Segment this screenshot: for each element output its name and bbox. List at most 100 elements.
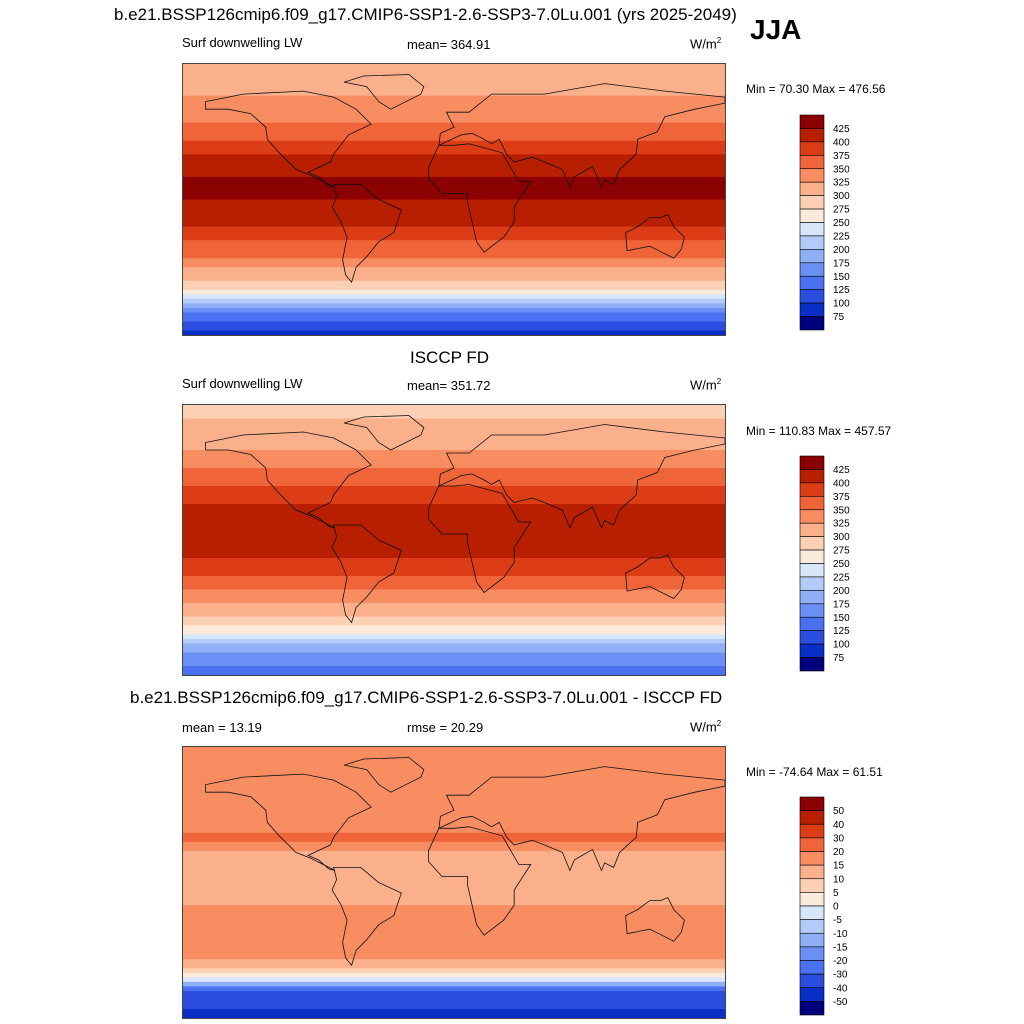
panel2-coastline-1: [331, 524, 402, 624]
panel2-colorbar-tick-label: 150: [833, 613, 850, 624]
panel2-colorbar-tick-label: 225: [833, 572, 850, 583]
panel2-lat-band: [183, 423, 725, 429]
panel2-colorbar-box: [799, 522, 825, 537]
panel2-lat-band: [183, 526, 725, 532]
panel3-units: W/m2: [690, 719, 722, 735]
panel1-lat-band: [183, 73, 725, 79]
panel1-lat-band: [183, 258, 725, 264]
panel1-colorbar-tick-label: 325: [833, 178, 850, 189]
season-label: JJA: [750, 14, 802, 45]
panel3-colorbar-tick-label: 20: [833, 847, 845, 858]
panel3-lat-band: [183, 801, 725, 807]
panel2-lat-band: [183, 477, 725, 483]
panel2-lat-band: [183, 589, 725, 595]
panel3-lat-band: [183, 986, 725, 992]
panel2-colorbar-box: [799, 563, 825, 578]
panel1-lat-band: [183, 100, 725, 106]
panel3-lat-band: [183, 882, 725, 888]
panel3-colorbar-box: [799, 1001, 825, 1016]
panel3-coastline-0: [205, 773, 372, 871]
panel3-lat-band: [183, 877, 725, 884]
panel2-lat-band: [183, 418, 725, 424]
panel3-colorbar-tick-label: 5: [833, 888, 839, 899]
panel1-colorbar-box: [799, 128, 825, 143]
panel2-colorbar-tick-label: 200: [833, 586, 850, 597]
panel3-lat-band: [183, 846, 725, 852]
panel3-colorbar-tick-label: -15: [833, 942, 848, 953]
panel1-lat-band: [183, 267, 725, 273]
panel2-lat-band: [183, 405, 725, 411]
panel2-lat-band: [183, 436, 725, 442]
panel3-title: b.e21.BSSP126cmip6.f09_g17.CMIP6-SSP1-2.…: [130, 688, 723, 707]
panel2-colorbar-box: [799, 657, 825, 672]
panel3-lat-band: [183, 927, 725, 933]
panel3-map: [182, 746, 726, 1019]
panel2-colorbar: 75 100 125 150 175 200 225 250 275 300 325 350 375 40…: [799, 455, 880, 672]
panel1-colorbar-tick-label: 425: [833, 124, 850, 135]
panel1-lat-band: [183, 149, 725, 155]
panel3-colorbar-box: [799, 932, 825, 948]
panel2-colorbar-box: [799, 469, 825, 484]
panel2-colorbar-box: [799, 576, 825, 591]
panel3-lat-band: [183, 945, 725, 951]
panel3-lat-band: [183, 832, 725, 838]
panel2-lat-band: [183, 522, 725, 528]
panel2-colorbar-tick-label: 300: [833, 532, 850, 543]
panel1-lat-band: [183, 217, 725, 223]
panel3-colorbar: -50 -40 -30 -20 -15 -10 -5 0 5 10 15 20 30 40 50: [799, 796, 880, 1016]
panel2-colorbar-box: [799, 496, 825, 511]
panel2-colorbar-tick-label: 425: [833, 465, 850, 476]
panel2-lat-band: [183, 472, 725, 478]
panel3-mean-label: mean = 13.19: [182, 720, 262, 735]
panel2-lat-band: [183, 414, 725, 420]
panel1-units: W/m2: [690, 36, 722, 52]
panel2-variable-label: Surf downwelling LW: [182, 376, 303, 391]
panel3-lat-band: [183, 900, 725, 906]
panel3-lat-band: [183, 774, 725, 780]
panel1-lat-band: [183, 176, 725, 183]
panel2-lat-band: [183, 459, 725, 465]
panel2-lat-band: [183, 553, 725, 559]
panel1-colorbar-box: [799, 275, 825, 290]
panel1-lat-band: [183, 213, 725, 219]
panel3-coastline-3: [438, 766, 725, 872]
panel1-colorbar-box: [799, 195, 825, 210]
panel3-lat-band: [183, 864, 725, 870]
panel3-lat-band: [183, 868, 725, 875]
panel2-lat-band: [183, 450, 725, 456]
panel1-colorbar-box: [799, 114, 825, 129]
panel3-lat-band: [183, 765, 725, 771]
panel3-lat-band: [183, 873, 725, 879]
panel1-colorbar-tick-label: 225: [833, 231, 850, 242]
panel1-lat-band: [183, 289, 725, 295]
panel2-colorbar-tick-label: 125: [833, 626, 850, 637]
panel1-coastline-5: [343, 74, 425, 110]
panel3-colorbar-box: [799, 864, 825, 880]
panel3-colorbar-tick-label: 50: [833, 806, 845, 817]
panel1-lat-band: [183, 330, 725, 335]
panel2-lat-band: [183, 639, 725, 645]
panel1-lat-band: [183, 194, 725, 201]
panel1-colorbar-box: [799, 249, 825, 264]
panel2-lat-band: [183, 670, 725, 675]
panel1-lat-band: [183, 109, 725, 115]
panel2-colorbar-box: [799, 630, 825, 645]
panel2-lat-band: [183, 441, 725, 447]
panel3-colorbar-tick-label: 0: [833, 902, 839, 913]
panel2-lat-band: [183, 508, 725, 514]
panel1-colorbar-tick-label: 100: [833, 299, 850, 310]
panel2-lat-band: [183, 630, 725, 636]
panel3-minmax: Min = -74.64 Max = 61.51: [746, 765, 883, 779]
panel3-lat-band: [183, 810, 725, 816]
panel2-lat-band: [183, 558, 725, 564]
panel3-lat-band: [183, 909, 725, 915]
panel2-colorbar-tick-label: 75: [833, 653, 845, 664]
panel2-colorbar-box: [799, 643, 825, 658]
panel3-colorbar-box: [799, 960, 825, 975]
panel2-lat-band: [183, 535, 725, 541]
panel1-coastline-1: [331, 184, 402, 284]
panel3-lat-band: [183, 778, 725, 784]
panel3-lat-band: [183, 841, 725, 847]
panel2-lat-band: [183, 531, 725, 537]
panel3-map-svg: [183, 747, 725, 1018]
